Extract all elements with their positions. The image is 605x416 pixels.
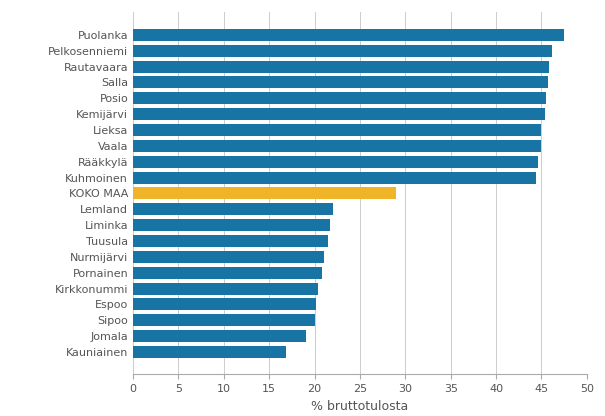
Bar — [133, 330, 306, 342]
Bar — [133, 203, 333, 215]
Bar — [133, 140, 541, 152]
Bar — [133, 124, 541, 136]
Bar — [133, 346, 286, 358]
Bar — [133, 92, 546, 104]
Bar — [133, 282, 318, 295]
X-axis label: % bruttotulosta: % bruttotulosta — [312, 400, 408, 413]
Bar — [133, 219, 330, 231]
Bar — [133, 29, 564, 41]
Bar — [133, 156, 538, 168]
Bar — [133, 108, 545, 120]
Bar — [133, 77, 548, 88]
Bar — [133, 267, 322, 279]
Bar — [133, 45, 552, 57]
Bar — [133, 61, 549, 72]
Bar — [133, 299, 316, 310]
Bar — [133, 235, 328, 247]
Bar — [133, 251, 324, 263]
Bar — [133, 314, 315, 326]
Bar — [133, 172, 536, 183]
Bar — [133, 188, 396, 199]
